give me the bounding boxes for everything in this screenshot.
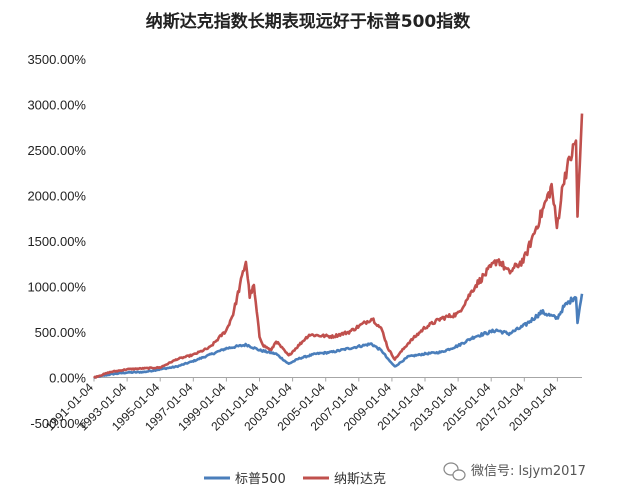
watermark-text: 微信号: lsjym2017 <box>471 464 586 479</box>
y-axis: -500.00% 0.00% 500.00% 1000.00% 1500.00% 2000… <box>27 52 86 431</box>
y-tick-label: 2000.00% <box>27 189 86 204</box>
y-tick-label: 1500.00% <box>27 234 86 249</box>
y-tick-label: 3000.00% <box>27 98 86 113</box>
wechat-icon <box>443 462 466 481</box>
series-line-nasdaq <box>93 113 584 379</box>
y-tick-label: -500.00% <box>30 416 86 431</box>
x-axis: 1991-01-041993-01-041995-01-041997-01-04… <box>43 377 582 434</box>
series-lines <box>93 113 584 379</box>
watermark: 微信号: lsjym2017 <box>443 462 586 481</box>
y-tick-label: 3500.00% <box>27 52 86 67</box>
chart-title: 纳斯达克指数长期表现远好于标普500指数 <box>146 11 471 32</box>
y-tick-label: 2500.00% <box>27 143 86 158</box>
legend-label: 纳斯达克 <box>334 472 386 487</box>
legend: 标普500 纳斯达克 <box>204 472 386 487</box>
y-tick-label: 500.00% <box>35 325 87 340</box>
y-tick-label: 1000.00% <box>27 280 86 295</box>
series-line-sp500 <box>93 293 584 379</box>
legend-label: 标普500 <box>235 472 286 487</box>
y-tick-label: 0.00% <box>49 371 86 386</box>
